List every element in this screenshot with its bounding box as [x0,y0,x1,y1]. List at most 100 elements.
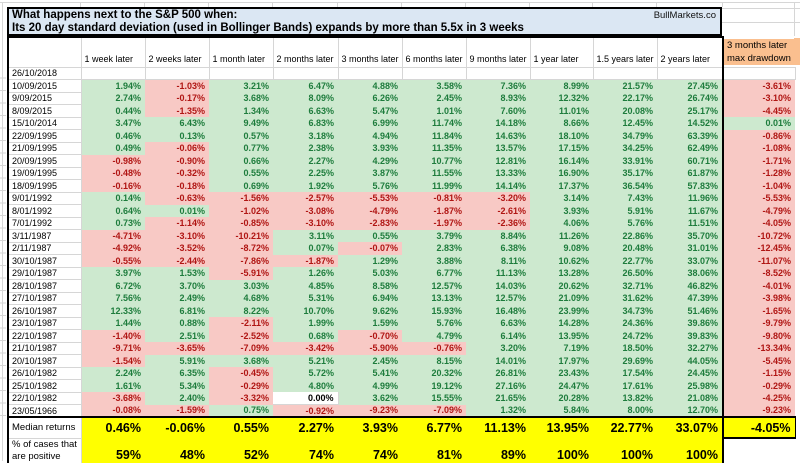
return-cell[interactable]: -2.36% [466,217,530,230]
return-cell[interactable]: 0.14% [81,192,145,205]
median-cell[interactable]: 33.07% [657,416,724,438]
return-cell[interactable]: 8.09% [273,92,338,105]
return-cell[interactable]: 3.11% [273,229,338,242]
return-cell[interactable]: 32.71% [593,279,657,292]
return-cell[interactable]: 0.55% [209,167,273,180]
return-cell[interactable]: -8.72% [209,242,273,255]
return-cell[interactable]: -2.44% [145,254,209,267]
percent-positive-cell[interactable]: 52% [209,438,273,463]
return-cell[interactable]: 0.00% [273,392,339,405]
row-date[interactable]: 9/09/2015 [7,92,82,105]
return-cell[interactable]: 24.36% [593,317,657,330]
row-date[interactable]: 23/10/1987 [7,317,82,330]
return-cell[interactable]: 4.68% [209,292,273,305]
column-header-2-months-later[interactable]: 2 months later [273,36,339,68]
percent-positive-cell[interactable]: 74% [338,438,402,463]
return-cell[interactable]: 22.77% [593,254,657,267]
return-cell[interactable]: 23.43% [530,367,593,380]
row-date[interactable]: 8/09/2015 [7,104,82,118]
return-cell[interactable]: -3.10% [145,229,209,242]
return-cell[interactable]: 5.91% [593,204,657,217]
return-cell[interactable]: -0.07% [338,242,402,255]
drawdown-cell[interactable]: -0.86% [723,129,795,142]
return-cell[interactable]: 36.54% [593,179,657,192]
row-date[interactable]: 26/10/1987 [7,304,82,318]
row-date[interactable]: 21/09/1995 [7,142,82,155]
column-header-2-weeks-later[interactable]: 2 weeks later [145,36,210,68]
return-cell[interactable]: -0.85% [209,217,273,230]
return-cell[interactable]: -2.57% [273,192,338,205]
return-cell[interactable]: 6.99% [338,117,402,130]
return-cell[interactable]: 5.84% [530,404,593,417]
drawdown-cell[interactable]: -13.34% [723,342,795,355]
return-cell[interactable]: 0.57% [209,129,273,142]
median-row-label[interactable]: Median returns [7,416,82,439]
return-cell[interactable]: 13.33% [466,167,530,180]
return-cell[interactable]: 23.99% [530,304,593,317]
return-cell[interactable]: -4.79% [338,204,402,217]
return-cell[interactable]: 1.94% [81,79,145,92]
return-cell[interactable]: 34.79% [593,129,657,142]
return-cell[interactable]: 8.15% [402,354,466,367]
percent-positive-cell[interactable]: 100% [657,438,724,463]
title-cell[interactable]: What happens next to the S&P 500 when: B… [7,7,722,36]
return-cell[interactable]: 0.68% [273,329,338,342]
return-cell[interactable]: 2.45% [402,92,466,105]
return-cell[interactable]: -1.54% [81,354,145,367]
return-cell[interactable]: 1.29% [338,254,402,267]
return-cell[interactable]: 29.69% [593,354,657,367]
return-cell[interactable]: -0.81% [402,192,466,205]
return-cell[interactable]: 26.81% [466,367,530,380]
return-cell[interactable]: -7.09% [209,342,273,355]
row-date[interactable]: 20/10/1987 [7,354,82,368]
return-cell[interactable]: 11.96% [657,192,724,205]
row-date[interactable]: 22/09/1995 [7,129,82,143]
return-cell[interactable]: 4.85% [273,279,338,292]
return-cell[interactable]: 0.77% [209,142,273,155]
drawdown-cell[interactable]: -9.80% [723,329,795,342]
return-cell[interactable]: -0.08% [81,404,145,417]
return-cell[interactable]: 8.66% [530,117,593,130]
row-date[interactable]: 19/09/1995 [7,167,82,180]
return-cell[interactable] [81,67,146,80]
median-cell[interactable]: 0.55% [209,416,273,438]
return-cell[interactable]: 6.81% [145,304,209,317]
return-cell[interactable] [530,67,594,80]
return-cell[interactable]: 0.66% [209,154,273,167]
return-cell[interactable]: 35.70% [657,229,724,242]
return-cell[interactable] [338,67,403,80]
return-cell[interactable]: -3.20% [466,192,530,205]
return-cell[interactable]: 0.07% [273,242,338,255]
return-cell[interactable]: 34.73% [593,304,657,317]
drawdown-cell[interactable]: -8.52% [723,267,795,280]
return-cell[interactable]: 1.92% [273,179,338,192]
median-cell[interactable]: -0.06% [145,416,209,438]
return-cell[interactable]: 5.47% [338,104,402,117]
return-cell[interactable]: 11.13% [466,267,530,280]
row-date[interactable]: 28/10/1987 [7,279,82,293]
return-cell[interactable]: 5.03% [338,267,402,280]
return-cell[interactable]: 1.01% [402,104,466,117]
return-cell[interactable]: 11.01% [530,104,593,117]
row-date[interactable]: 2/11/1987 [7,242,82,255]
return-cell[interactable]: 12.32% [530,92,593,105]
return-cell[interactable]: 5.34% [145,379,209,392]
return-cell[interactable]: 35.17% [593,167,657,180]
return-cell[interactable]: -10.21% [209,229,273,242]
return-cell[interactable]: 6.77% [402,267,466,280]
return-cell[interactable]: 2.24% [81,367,145,380]
return-cell[interactable]: 0.75% [209,404,273,417]
drawdown-cell[interactable]: -3.98% [723,292,795,305]
return-cell[interactable]: -3.10% [273,217,338,230]
return-cell[interactable]: 7.19% [530,342,593,355]
return-cell[interactable]: 14.01% [466,354,530,367]
return-cell[interactable]: 13.57% [466,142,530,155]
return-cell[interactable]: -1.87% [273,254,338,267]
column-header-1.5-years-later[interactable]: 1.5 years later [593,36,658,68]
return-cell[interactable]: 2.83% [402,242,466,255]
drawdown-cell[interactable]: -1.71% [723,154,795,167]
row-date[interactable]: 26/10/2018 [7,67,82,80]
return-cell[interactable]: 1.59% [338,317,402,330]
return-cell[interactable]: 39.86% [657,317,724,330]
return-cell[interactable]: -7.86% [209,254,273,267]
